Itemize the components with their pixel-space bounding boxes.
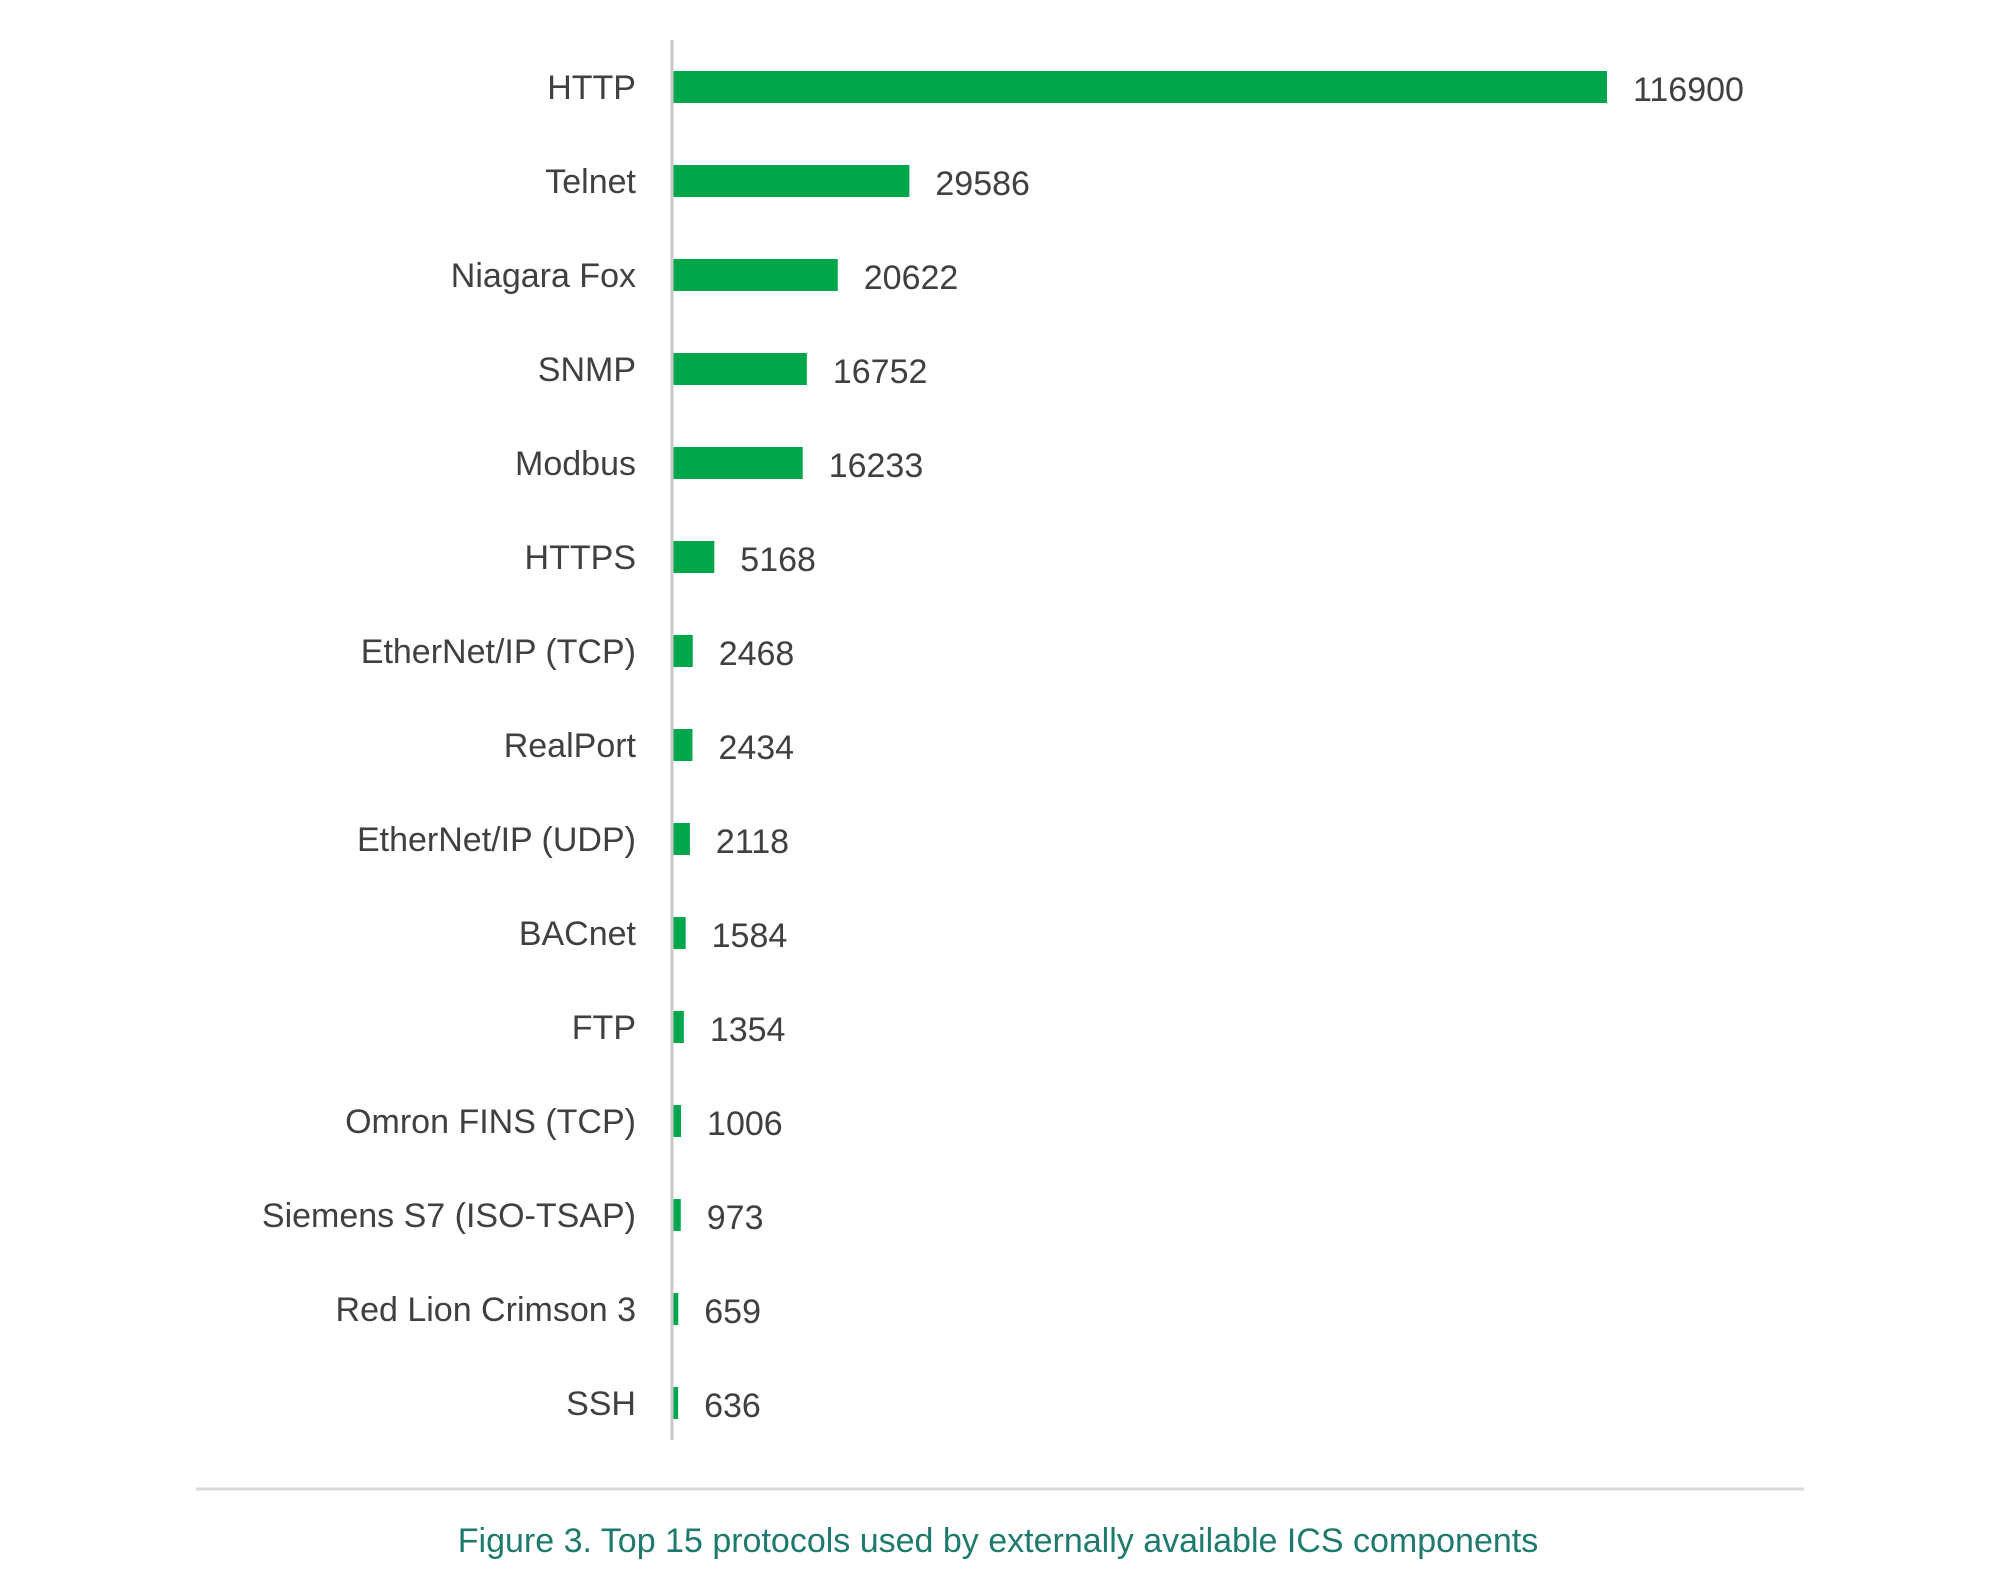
value-label-11: 1006 <box>707 1105 783 1143</box>
value-label-1: 29586 <box>935 165 1030 203</box>
value-label-14: 636 <box>704 1387 761 1425</box>
category-label-14: SSH <box>566 1385 636 1423</box>
category-label-4: Modbus <box>515 445 636 483</box>
value-label-9: 1584 <box>712 917 788 955</box>
value-label-8: 2118 <box>716 823 789 861</box>
bars-group <box>673 71 1607 1419</box>
bar-5 <box>673 541 715 573</box>
bar-7 <box>673 729 693 761</box>
value-label-13: 659 <box>704 1293 761 1331</box>
category-label-10: FTP <box>572 1009 636 1047</box>
category-label-0: HTTP <box>547 69 636 107</box>
value-label-4: 16233 <box>829 447 924 485</box>
category-label-5: HTTPS <box>525 539 636 577</box>
value-label-0: 116900 <box>1633 71 1744 109</box>
category-label-1: Telnet <box>545 163 636 201</box>
value-label-5: 5168 <box>740 541 816 579</box>
category-label-7: RealPort <box>504 727 637 765</box>
bar-8 <box>673 823 690 855</box>
bar-14 <box>673 1387 679 1419</box>
bar-1 <box>673 165 910 197</box>
value-label-7: 2434 <box>718 729 794 767</box>
value-label-3: 16752 <box>833 353 928 391</box>
bar-3 <box>673 353 807 385</box>
bar-10 <box>673 1011 684 1043</box>
value-label-12: 973 <box>707 1199 764 1237</box>
bar-12 <box>673 1199 681 1231</box>
category-label-13: Red Lion Crimson 3 <box>336 1291 636 1329</box>
category-label-9: BACnet <box>519 915 637 953</box>
bar-0 <box>673 71 1607 103</box>
figure-caption: Figure 3. Top 15 protocols used by exter… <box>457 1522 1539 1560</box>
value-label-2: 20622 <box>864 259 959 297</box>
bar-9 <box>673 917 686 949</box>
value-label-10: 1354 <box>710 1011 786 1049</box>
category-label-12: Siemens S7 (ISO-TSAP) <box>262 1197 636 1235</box>
bar-13 <box>673 1293 679 1325</box>
bar-4 <box>673 447 803 479</box>
category-label-2: Niagara Fox <box>451 257 636 295</box>
bar-6 <box>673 635 693 667</box>
bar-11 <box>673 1105 682 1137</box>
category-label-11: Omron FINS (TCP) <box>345 1103 636 1141</box>
category-label-8: EtherNet/IP (UDP) <box>357 821 636 859</box>
value-label-6: 2468 <box>719 635 795 673</box>
category-label-6: EtherNet/IP (TCP) <box>361 633 636 671</box>
category-label-3: SNMP <box>538 351 636 389</box>
bar-2 <box>673 259 838 291</box>
labels-group: HTTP 116900 Telnet 29586 Niagara Fox 20622 SNM… <box>262 69 1744 1425</box>
